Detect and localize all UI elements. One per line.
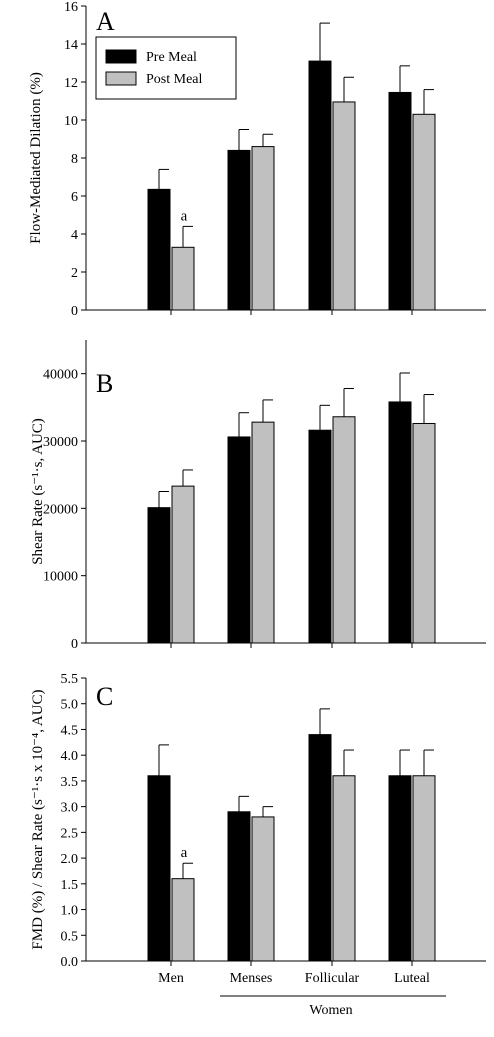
bar-post-luteal — [412, 422, 436, 644]
y-tick-label: 16 — [64, 0, 78, 15]
bar-post-men — [171, 485, 195, 644]
y-tick-label: 40000 — [43, 368, 78, 383]
y-axis-title: FMD (%) / Shear Rate (s⁻¹·s x 10⁻⁴, AUC) — [30, 689, 46, 949]
bar-pre-menses — [227, 436, 251, 644]
panels: 0 2 4 6 8 10 12 14 16 Flow-Mediated Dilation (%) A… — [28, 0, 486, 970]
y-tick-label: 10000 — [43, 570, 78, 585]
bar-post-follicular — [332, 775, 356, 962]
bar-pre-follicular — [308, 734, 332, 962]
y-tick-label: 2.5 — [61, 826, 79, 841]
legend-label-post: Post Meal — [146, 72, 203, 87]
legend-swatch-post — [105, 71, 137, 86]
bar-pre-men — [147, 507, 171, 644]
panel-b: 0 10000 20000 30000 40000 Shear Rate (s⁻¹·s, … — [30, 340, 486, 652]
legend-swatch-pre — [105, 49, 137, 64]
y-tick-label: 8 — [71, 152, 78, 167]
y-axis-title: Flow-Mediated Dilation (%) — [28, 72, 44, 244]
y-tick-label: 6 — [71, 190, 78, 205]
panel-a: 0 2 4 6 8 10 12 14 16 Flow-Mediated Dilation (%) A… — [28, 0, 486, 319]
significance-mark: a — [181, 208, 188, 224]
y-tick-label: 4.5 — [61, 723, 79, 738]
y-tick-label: 20000 — [43, 502, 78, 517]
bar-post-menses — [251, 421, 275, 644]
panel-c: 0.0 0.5 1.0 1.5 2.0 2.5 3.0 3.5 4.0 4.5 5.0 5.5 FMD … — [30, 672, 486, 970]
bar-pre-menses — [227, 811, 251, 962]
y-axis-title: Shear Rate (s⁻¹·s, AUC) — [30, 418, 46, 565]
bar-pre-follicular — [308, 429, 332, 644]
legend-label-pre: Pre Meal — [146, 50, 197, 65]
y-tick-label: 3.5 — [61, 775, 79, 790]
category-label-menses: Menses — [230, 971, 273, 986]
bar-post-men — [171, 246, 195, 311]
y-tick-label: 5.5 — [61, 672, 79, 687]
y-tick-label: 4 — [71, 228, 78, 243]
bar-post-men — [171, 878, 195, 962]
category-label-luteal: Luteal — [394, 971, 430, 986]
x-axis-categories: Men Menses Follicular Luteal Women — [158, 971, 446, 1018]
y-tick-label: 1.5 — [61, 878, 79, 893]
y-tick-label: 2.0 — [61, 852, 79, 867]
bar-post-luteal — [412, 113, 436, 311]
y-tick-label: 10 — [64, 114, 78, 129]
bar-post-menses — [251, 146, 275, 311]
bar-post-follicular — [332, 101, 356, 311]
bar-pre-luteal — [388, 401, 412, 644]
category-label-follicular: Follicular — [305, 971, 360, 986]
bar-post-menses — [251, 816, 275, 962]
y-tick-label: 0 — [71, 304, 78, 319]
y-tick-label: 3.0 — [61, 801, 79, 816]
panel-letter: C — [96, 682, 113, 711]
bar-pre-menses — [227, 149, 251, 311]
y-tick-label: 5.0 — [61, 698, 79, 713]
panel-letter: B — [96, 369, 113, 398]
legend: Pre Meal Post Meal — [95, 36, 237, 100]
y-tick-label: 1.0 — [61, 904, 79, 919]
y-tick-label: 2 — [71, 266, 78, 281]
y-tick-label: 12 — [64, 76, 78, 91]
bar-pre-men — [147, 775, 171, 962]
y-tick-label: 4.0 — [61, 749, 79, 764]
bar-pre-men — [147, 188, 171, 311]
y-tick-label: 0.0 — [61, 955, 79, 970]
category-label-men: Men — [158, 971, 184, 986]
bar-post-luteal — [412, 775, 436, 962]
bar-pre-follicular — [308, 60, 332, 311]
panel-letter: A — [96, 7, 115, 36]
y-tick-label: 0.5 — [61, 929, 79, 944]
y-tick-label: 30000 — [43, 435, 78, 450]
y-tick-label: 14 — [64, 38, 78, 53]
bar-pre-luteal — [388, 775, 412, 962]
bar-post-follicular — [332, 416, 356, 644]
legend-frame — [95, 36, 237, 100]
women-group-label: Women — [309, 1003, 352, 1018]
significance-mark: a — [181, 845, 188, 861]
bar-pre-luteal — [388, 91, 412, 311]
y-tick-label: 0 — [71, 637, 78, 652]
